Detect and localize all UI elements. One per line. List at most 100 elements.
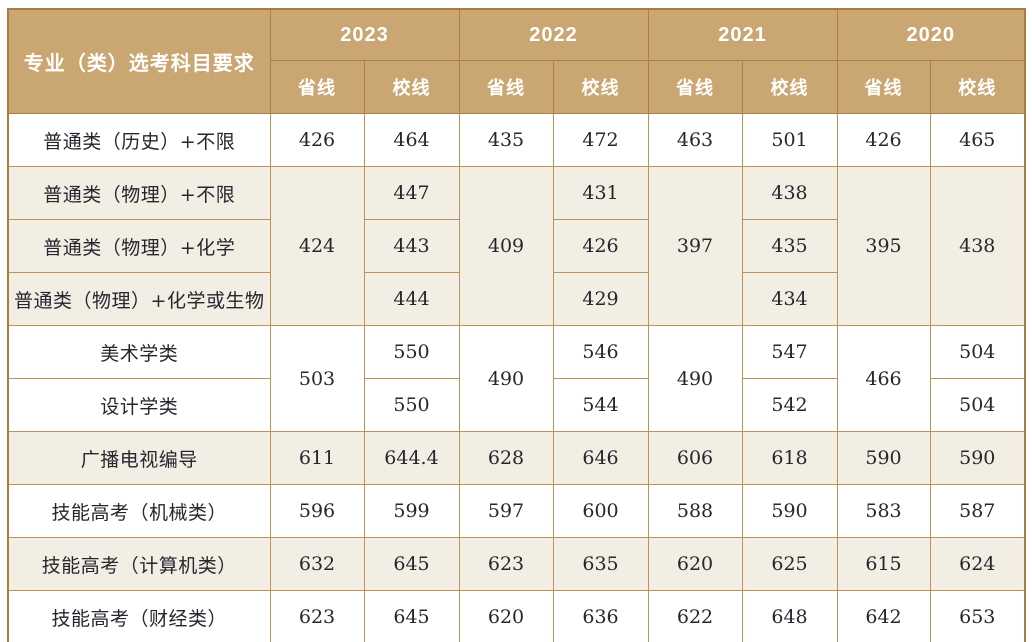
score-cell: 463 (647, 113, 743, 167)
row-label: 技能高考（财经类） (7, 590, 271, 642)
subheader-school-line: 校线 (741, 60, 838, 114)
year-header-2020: 2020 (836, 8, 1026, 61)
score-cell: 590 (929, 431, 1026, 485)
score-cell: 628 (458, 431, 554, 485)
row-label: 美术学类 (7, 325, 271, 379)
score-cell-merged: 409 (458, 166, 554, 326)
score-cell: 590 (741, 484, 838, 538)
score-cell-merged: 438 (929, 166, 1026, 326)
score-cell-merged: 395 (836, 166, 931, 326)
score-cell: 600 (552, 484, 649, 538)
score-cell: 620 (458, 590, 554, 642)
score-cell-merged: 397 (647, 166, 743, 326)
row-label: 技能高考（机械类） (7, 484, 271, 538)
score-cell: 438 (741, 166, 838, 220)
score-cell: 431 (552, 166, 649, 220)
score-cell: 435 (741, 219, 838, 273)
subheader-province-line: 省线 (269, 60, 365, 114)
score-cell: 501 (741, 113, 838, 167)
score-cell: 623 (458, 537, 554, 591)
score-cell: 434 (741, 272, 838, 326)
score-cell: 625 (741, 537, 838, 591)
subheader-province-line: 省线 (458, 60, 554, 114)
header-year-row: 专业（类）选考科目要求 2023 2022 2021 2020 (7, 8, 1026, 114)
table-row-fine-arts: 美术学类 503 550 490 546 490 547 466 504 (7, 325, 1026, 432)
score-cell: 615 (836, 537, 931, 591)
table-row-history-unlimited: 普通类（历史）+不限 426 464 435 472 463 501 426 4… (7, 113, 1026, 167)
table-row-skills-exam-computer: 技能高考（计算机类） 632 645 623 635 620 625 615 6… (7, 537, 1026, 591)
table-row-broadcast-tv-directing: 广播电视编导 611 644.4 628 646 606 618 590 590 (7, 431, 1026, 485)
score-cell: 645 (363, 590, 460, 642)
row-label: 技能高考（计算机类） (7, 537, 271, 591)
score-cell: 426 (836, 113, 931, 167)
score-cell: 542 (741, 378, 838, 432)
score-cell: 648 (741, 590, 838, 642)
score-cell: 596 (269, 484, 365, 538)
score-cell: 547 (741, 325, 838, 379)
score-cell: 583 (836, 484, 931, 538)
score-cell: 632 (269, 537, 365, 591)
score-cell-merged: 490 (458, 325, 554, 432)
subheader-school-line: 校线 (363, 60, 460, 114)
score-cell: 623 (269, 590, 365, 642)
score-cell: 646 (552, 431, 649, 485)
score-cell-merged: 490 (647, 325, 743, 432)
score-cell: 622 (647, 590, 743, 642)
score-cell: 447 (363, 166, 460, 220)
score-cell: 590 (836, 431, 931, 485)
score-cell: 611 (269, 431, 365, 485)
score-cell: 465 (929, 113, 1026, 167)
subheader-province-line: 省线 (836, 60, 931, 114)
row-label: 设计学类 (7, 378, 271, 432)
subheader-school-line: 校线 (929, 60, 1026, 114)
score-cell: 618 (741, 431, 838, 485)
score-cell: 642 (836, 590, 931, 642)
score-cell: 645 (363, 537, 460, 591)
score-cell: 587 (929, 484, 1026, 538)
corner-header: 专业（类）选考科目要求 (7, 8, 271, 114)
row-label: 广播电视编导 (7, 431, 271, 485)
score-cell: 599 (363, 484, 460, 538)
score-cell: 464 (363, 113, 460, 167)
score-cell: 620 (647, 537, 743, 591)
subheader-province-line: 省线 (647, 60, 743, 114)
subheader-school-line: 校线 (552, 60, 649, 114)
score-cell: 443 (363, 219, 460, 273)
score-cell-merged: 503 (269, 325, 365, 432)
year-header-2022: 2022 (458, 8, 649, 61)
score-cell: 636 (552, 590, 649, 642)
score-cell: 429 (552, 272, 649, 326)
score-cell: 550 (363, 325, 460, 379)
score-cell: 426 (269, 113, 365, 167)
table-row-skills-exam-finance: 技能高考（财经类） 623 645 620 636 622 648 642 65… (7, 590, 1026, 642)
score-cell-merged: 466 (836, 325, 931, 432)
score-cell: 444 (363, 272, 460, 326)
year-header-2021: 2021 (647, 8, 838, 61)
table-row-physics-chemistry: 普通类（物理）+化学 443 426 435 (7, 219, 1025, 273)
row-label: 普通类（物理）+化学或生物 (7, 272, 271, 326)
score-cell: 550 (363, 378, 460, 432)
score-cell: 644.4 (363, 431, 460, 485)
score-cell: 606 (647, 431, 743, 485)
row-label: 普通类（历史）+不限 (7, 113, 271, 167)
table-row-physics-unlimited: 普通类（物理）+不限 424 447 409 431 397 438 395 4… (7, 166, 1026, 326)
score-cell: 426 (552, 219, 649, 273)
table-row-physics-chem-or-bio: 普通类（物理）+化学或生物 444 429 434 (7, 272, 1025, 326)
table-row-skills-exam-mechanical: 技能高考（机械类） 596 599 597 600 588 590 583 58… (7, 484, 1026, 538)
score-cell: 635 (552, 537, 649, 591)
row-label: 普通类（物理）+化学 (7, 219, 271, 273)
score-cell: 435 (458, 113, 554, 167)
score-cell: 588 (647, 484, 743, 538)
score-cell: 472 (552, 113, 649, 167)
score-cell: 624 (929, 537, 1026, 591)
score-cell: 597 (458, 484, 554, 538)
score-cell-merged: 424 (269, 166, 365, 326)
year-header-2023: 2023 (269, 8, 460, 61)
score-cell: 544 (552, 378, 649, 432)
score-cell: 504 (929, 325, 1026, 379)
row-label: 普通类（物理）+不限 (7, 166, 271, 220)
score-cell: 653 (929, 590, 1026, 642)
admission-score-table: 专业（类）选考科目要求 2023 2022 2021 2020 省线 校线 省线… (7, 8, 1026, 642)
score-cell: 546 (552, 325, 649, 379)
